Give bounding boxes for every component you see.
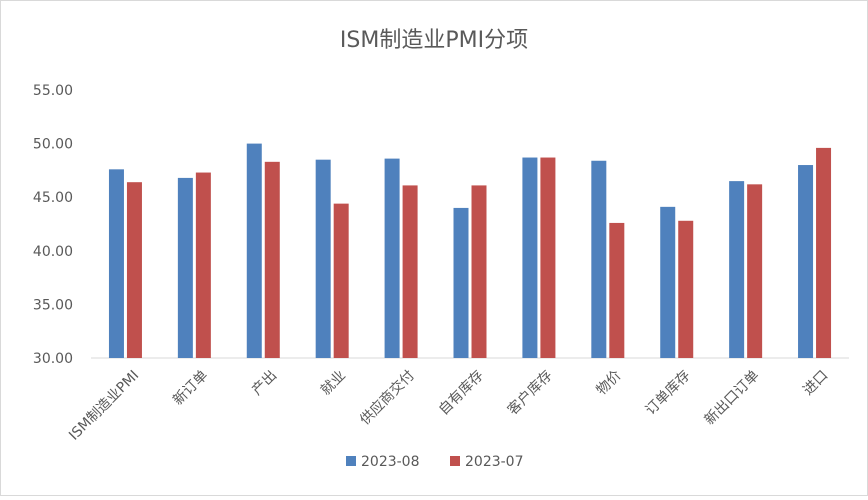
bar-2023-07 xyxy=(540,157,556,358)
bar-2023-08 xyxy=(591,160,607,358)
legend-label: 2023-07 xyxy=(465,454,524,470)
bar-2023-07 xyxy=(471,185,487,358)
legend-label: 2023-08 xyxy=(361,454,420,470)
y-tick-label: 55.00 xyxy=(33,83,73,99)
bar-2023-07 xyxy=(195,172,211,358)
x-axis: ISM制造业PMI 新订单 产出 就业 供应商交付 自有库存 客户库存 物价 订单库存 新出口订单… xyxy=(66,357,849,444)
x-tick-label: 供应商交付 xyxy=(356,367,418,429)
bar-2023-07 xyxy=(402,185,418,358)
x-tick-label: 就业 xyxy=(318,368,349,399)
bar-2023-08 xyxy=(798,165,814,358)
y-tick-label: 30.00 xyxy=(33,351,73,367)
y-tick-label: 40.00 xyxy=(33,244,73,260)
x-tick-label: ISM制造业PMI xyxy=(66,368,142,444)
bar-2023-07 xyxy=(609,222,625,358)
y-axis: 30.00 35.00 40.00 45.00 50.00 55.00 xyxy=(33,83,73,367)
bar-2023-07 xyxy=(264,161,280,358)
bar-2023-08 xyxy=(660,206,676,358)
x-tick-label: 新订单 xyxy=(170,368,211,409)
bar-2023-08 xyxy=(315,159,331,358)
bar-2023-07 xyxy=(747,184,763,358)
bar-2023-08 xyxy=(246,143,262,358)
bar-2023-07 xyxy=(816,147,832,358)
x-tick-label: 进口 xyxy=(800,368,831,399)
bar-2023-08 xyxy=(108,169,124,358)
x-tick-label: 客户库存 xyxy=(504,367,556,419)
legend-swatch xyxy=(346,456,356,466)
bar-2023-07 xyxy=(678,220,694,358)
x-tick-label: 自有库存 xyxy=(436,368,487,419)
bar-2023-08 xyxy=(522,157,538,358)
bar-2023-07 xyxy=(333,203,349,358)
bar-2023-07 xyxy=(126,182,142,358)
x-tick-label: 产出 xyxy=(249,368,280,399)
legend-swatch xyxy=(450,456,460,466)
bar-2023-08 xyxy=(729,181,745,358)
bar-2023-08 xyxy=(177,177,193,358)
chart-title: ISM制造业PMI分项 xyxy=(340,28,528,53)
x-tick-label: 订单库存 xyxy=(643,368,694,419)
y-tick-label: 45.00 xyxy=(33,190,73,206)
x-tick-label: 物价 xyxy=(594,368,625,399)
legend: 2023-08 2023-07 xyxy=(346,454,524,470)
bar-2023-08 xyxy=(453,207,469,358)
bars xyxy=(108,143,832,358)
y-tick-label: 50.00 xyxy=(33,137,73,153)
y-tick-label: 35.00 xyxy=(33,297,73,313)
bar-2023-08 xyxy=(384,158,400,358)
x-tick-label: 新出口订单 xyxy=(702,368,763,429)
